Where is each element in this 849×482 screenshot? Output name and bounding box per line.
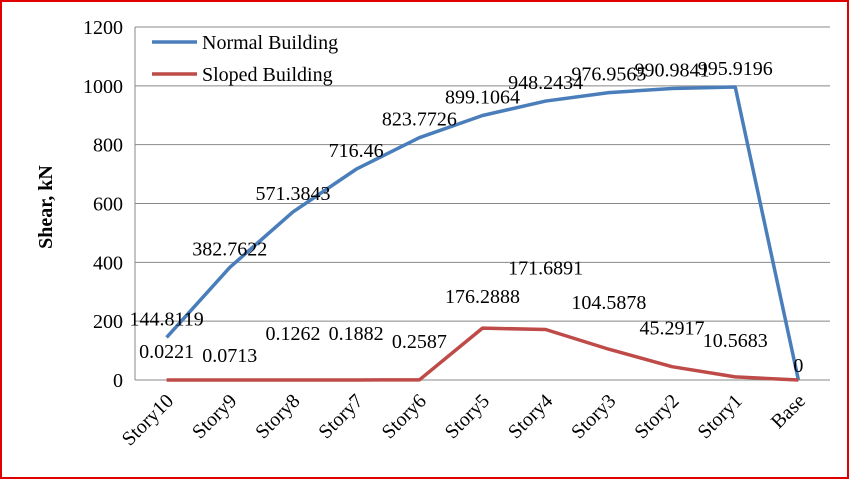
data-label: 0.0221 [139, 341, 194, 363]
data-label: 144.8119 [129, 308, 203, 330]
data-label: 382.7622 [192, 238, 267, 260]
y-tick-label: 1200 [83, 17, 123, 39]
y-tick-label: 200 [93, 311, 123, 333]
legend-label: Sloped Building [202, 64, 333, 86]
y-axis-label: Shear, kN [35, 165, 57, 249]
x-tick-label: Story8 [251, 390, 304, 443]
data-label: 176.2888 [445, 286, 520, 308]
x-tick-label: Story7 [314, 390, 367, 443]
data-label: 104.5878 [571, 292, 646, 314]
data-label: 823.7726 [382, 109, 457, 131]
x-tick-label: Story2 [630, 390, 683, 443]
x-tick-label: Base [767, 390, 810, 433]
data-label: 571.3843 [255, 183, 330, 205]
x-tick-label: Story5 [441, 390, 494, 443]
x-tick-label: Story10 [118, 390, 178, 450]
data-label: 0.2587 [392, 331, 447, 353]
y-tick-label: 400 [93, 252, 123, 274]
x-tick-label: Story1 [693, 390, 746, 443]
data-label: 171.6891 [508, 257, 583, 279]
x-tick-label: Story6 [378, 390, 431, 443]
data-label: 45.2917 [640, 318, 705, 340]
x-tick-label: Story3 [567, 390, 620, 443]
data-label: 716.46 [329, 140, 384, 162]
data-label: 0 [793, 355, 803, 377]
data-label: 995.9196 [698, 58, 773, 80]
legend-label: Normal Building [202, 32, 338, 54]
data-label: 0.0713 [202, 345, 257, 367]
y-tick-label: 600 [93, 194, 123, 216]
data-label: 0.1882 [329, 323, 384, 345]
data-label: 10.5683 [703, 330, 768, 352]
y-tick-label: 0 [113, 370, 123, 392]
x-tick-label: Story9 [188, 390, 241, 443]
data-label: 0.1262 [265, 323, 320, 345]
y-tick-label: 800 [93, 135, 123, 157]
y-tick-label: 1000 [83, 76, 123, 98]
x-tick-label: Story4 [504, 390, 557, 443]
